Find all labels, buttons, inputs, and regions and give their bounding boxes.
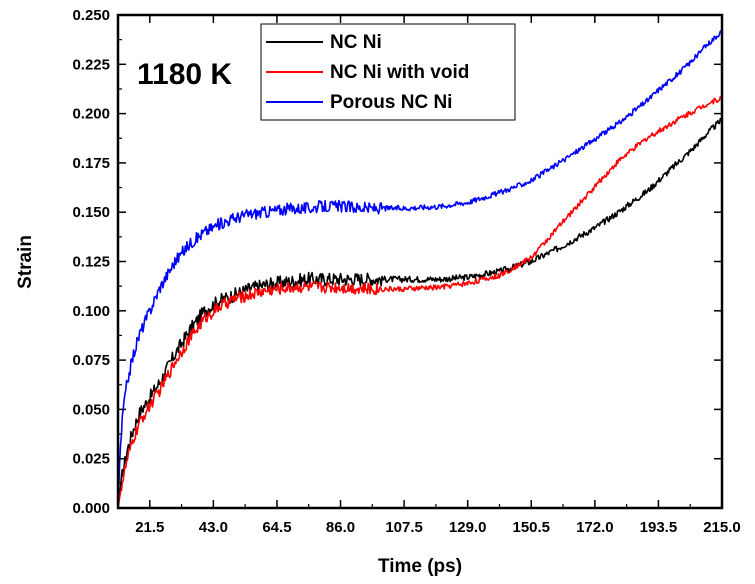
- axes-layer: 0.000 0.025 0.050 0.075 0.100 0.125 0.150 0.175…: [72, 7, 740, 536]
- legend-label-nc-ni: NC Ni: [330, 32, 382, 53]
- y-axis-label: Strain: [15, 235, 36, 289]
- x-tick-label: 107.5: [385, 519, 423, 536]
- x-tick-label: 172.0: [576, 519, 614, 536]
- y-tick-label: 0.200: [72, 106, 110, 123]
- y-tick-label: 0.075: [72, 352, 110, 369]
- x-tick-label: 129.0: [449, 519, 487, 536]
- y-tick-label: 0.225: [72, 56, 110, 73]
- legend-label-porous-nc-ni: Porous NC Ni: [330, 92, 452, 113]
- x-tick-label: 86.0: [326, 519, 355, 536]
- x-axis-label: Time (ps): [378, 556, 462, 577]
- legend-label-nc-ni-with-void: NC Ni with void: [330, 62, 469, 83]
- series-line-nc-ni-with-void: [117, 95, 723, 509]
- x-tick-label: 150.5: [512, 519, 550, 536]
- y-tick-label: 0.125: [72, 254, 110, 271]
- series-layer: [117, 29, 723, 509]
- y-tick-label: 0.000: [72, 500, 110, 517]
- y-tick-label: 0.025: [72, 451, 110, 468]
- series-line-porous-nc-ni: [117, 29, 723, 509]
- x-tick-label: 64.5: [262, 519, 291, 536]
- x-tick-label: 215.0: [703, 519, 741, 536]
- y-tick-label: 0.150: [72, 204, 110, 221]
- y-tick-label: 0.100: [72, 303, 110, 320]
- temperature-annotation: 1180 K: [137, 58, 232, 91]
- x-tick-label: 21.5: [135, 519, 164, 536]
- x-tick-label: 43.0: [199, 519, 228, 536]
- y-tick-label: 0.050: [72, 401, 110, 418]
- y-tick-label: 0.250: [72, 7, 110, 24]
- y-tick-label: 0.175: [72, 155, 110, 172]
- x-tick-label: 193.5: [640, 519, 678, 536]
- legend: NC Ni NC Ni with void Porous NC Ni: [260, 23, 516, 121]
